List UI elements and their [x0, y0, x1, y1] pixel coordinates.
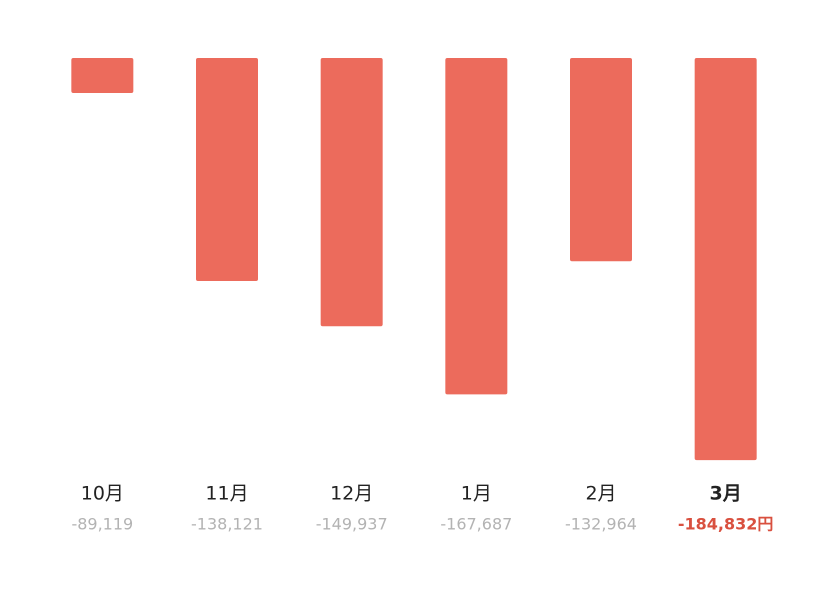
- bar: [71, 58, 134, 93]
- value-label: -89,119: [71, 515, 133, 534]
- value-label: -167,687: [440, 515, 512, 534]
- bar: [320, 58, 383, 327]
- value-label: -184,832円: [678, 515, 774, 534]
- bar: [570, 58, 632, 262]
- bar: [694, 58, 757, 461]
- value-label: -132,964: [565, 515, 637, 534]
- x-tick-label: 10月: [81, 483, 124, 505]
- bar: [445, 58, 508, 395]
- bar: [196, 58, 258, 281]
- x-tick-label: 3月: [710, 483, 742, 505]
- x-tick-label: 1月: [461, 483, 492, 505]
- x-tick-label: 2月: [585, 483, 616, 505]
- x-tick-label: 11月: [205, 483, 248, 505]
- x-tick-label: 12月: [330, 483, 373, 505]
- value-label: -138,121: [191, 515, 263, 534]
- value-label: -149,937: [316, 515, 388, 534]
